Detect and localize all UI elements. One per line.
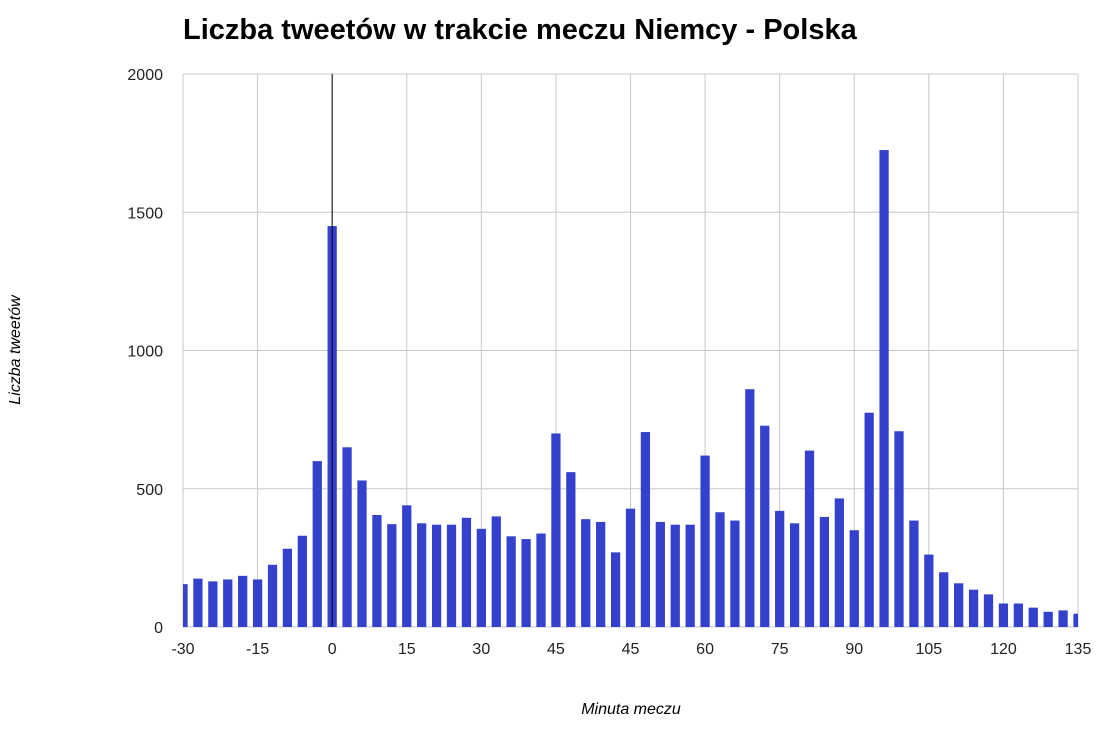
x-tick-label: 60 bbox=[696, 641, 714, 658]
bar bbox=[924, 554, 934, 627]
y-tick-label: 500 bbox=[136, 482, 163, 499]
x-tick-label: 30 bbox=[472, 641, 490, 658]
x-tick-label: 120 bbox=[990, 641, 1017, 658]
x-tick-label: 0 bbox=[328, 641, 337, 658]
bar bbox=[297, 535, 307, 627]
x-tick-label: 135 bbox=[1065, 641, 1092, 658]
bar bbox=[909, 520, 919, 627]
bar bbox=[968, 589, 979, 627]
bar bbox=[551, 433, 561, 627]
bar bbox=[342, 447, 352, 627]
bar bbox=[998, 603, 1009, 627]
bar bbox=[640, 432, 651, 627]
bar bbox=[730, 520, 740, 627]
bar bbox=[387, 524, 397, 627]
x-tick-label: -15 bbox=[246, 641, 269, 658]
bar bbox=[402, 505, 412, 627]
chart-title: Liczba tweetów w trakcie meczu Niemcy - … bbox=[183, 14, 857, 46]
bar bbox=[775, 510, 785, 627]
bar bbox=[267, 564, 278, 627]
bar bbox=[282, 548, 293, 627]
bar bbox=[715, 512, 725, 627]
bar bbox=[1073, 613, 1078, 627]
bar bbox=[879, 150, 889, 627]
bar bbox=[238, 575, 248, 627]
bar bbox=[819, 516, 830, 627]
bar bbox=[193, 578, 203, 627]
bar bbox=[596, 521, 606, 627]
bar bbox=[670, 524, 680, 627]
bar bbox=[223, 579, 233, 627]
bar bbox=[566, 472, 576, 627]
bar bbox=[834, 498, 844, 627]
bar bbox=[536, 533, 546, 627]
bar bbox=[954, 583, 964, 627]
x-tick-label: 90 bbox=[845, 641, 863, 658]
bar bbox=[804, 450, 815, 627]
bar bbox=[625, 508, 636, 627]
bar bbox=[461, 517, 472, 627]
x-axis-label: Minuta meczu bbox=[581, 701, 681, 718]
x-tick-label: -30 bbox=[171, 641, 194, 658]
bar bbox=[581, 519, 591, 627]
bar bbox=[1013, 603, 1023, 627]
bar bbox=[760, 425, 770, 627]
bar bbox=[1043, 611, 1053, 627]
y-tick-label: 1500 bbox=[127, 205, 163, 222]
bar bbox=[789, 523, 800, 627]
bar bbox=[745, 389, 755, 627]
bar bbox=[610, 552, 621, 627]
bars bbox=[183, 74, 1078, 627]
bar bbox=[655, 521, 665, 627]
bar bbox=[864, 412, 874, 627]
bar bbox=[939, 572, 949, 627]
bar bbox=[357, 480, 367, 627]
bar bbox=[491, 516, 501, 627]
bar bbox=[417, 523, 427, 627]
bar bbox=[372, 515, 382, 627]
x-tick-label: 45 bbox=[622, 641, 640, 658]
bar bbox=[1058, 610, 1068, 627]
bar bbox=[446, 524, 457, 627]
x-tick-label: 15 bbox=[398, 641, 416, 658]
bar bbox=[983, 594, 994, 627]
bar bbox=[183, 584, 188, 627]
y-tick-label: 0 bbox=[154, 620, 163, 637]
bar bbox=[685, 524, 695, 627]
bar bbox=[476, 528, 486, 627]
bar bbox=[700, 455, 710, 627]
bar bbox=[521, 539, 531, 627]
bar bbox=[894, 431, 904, 627]
tick-labels: 0 500 1000 1500 2000 -30 -15 0 15 30 45 45 60 75 90 105… bbox=[127, 67, 1091, 658]
bar bbox=[208, 581, 218, 627]
bar bbox=[252, 579, 263, 627]
bar bbox=[1028, 607, 1038, 627]
y-tick-label: 1000 bbox=[127, 344, 163, 361]
x-tick-label: 45 bbox=[547, 641, 565, 658]
x-tick-label: 75 bbox=[771, 641, 789, 658]
bar bbox=[506, 536, 516, 627]
x-tick-label: 105 bbox=[915, 641, 942, 658]
bar bbox=[312, 461, 322, 627]
bar bbox=[849, 530, 859, 627]
bar bbox=[431, 524, 442, 627]
y-tick-label: 2000 bbox=[127, 67, 163, 84]
